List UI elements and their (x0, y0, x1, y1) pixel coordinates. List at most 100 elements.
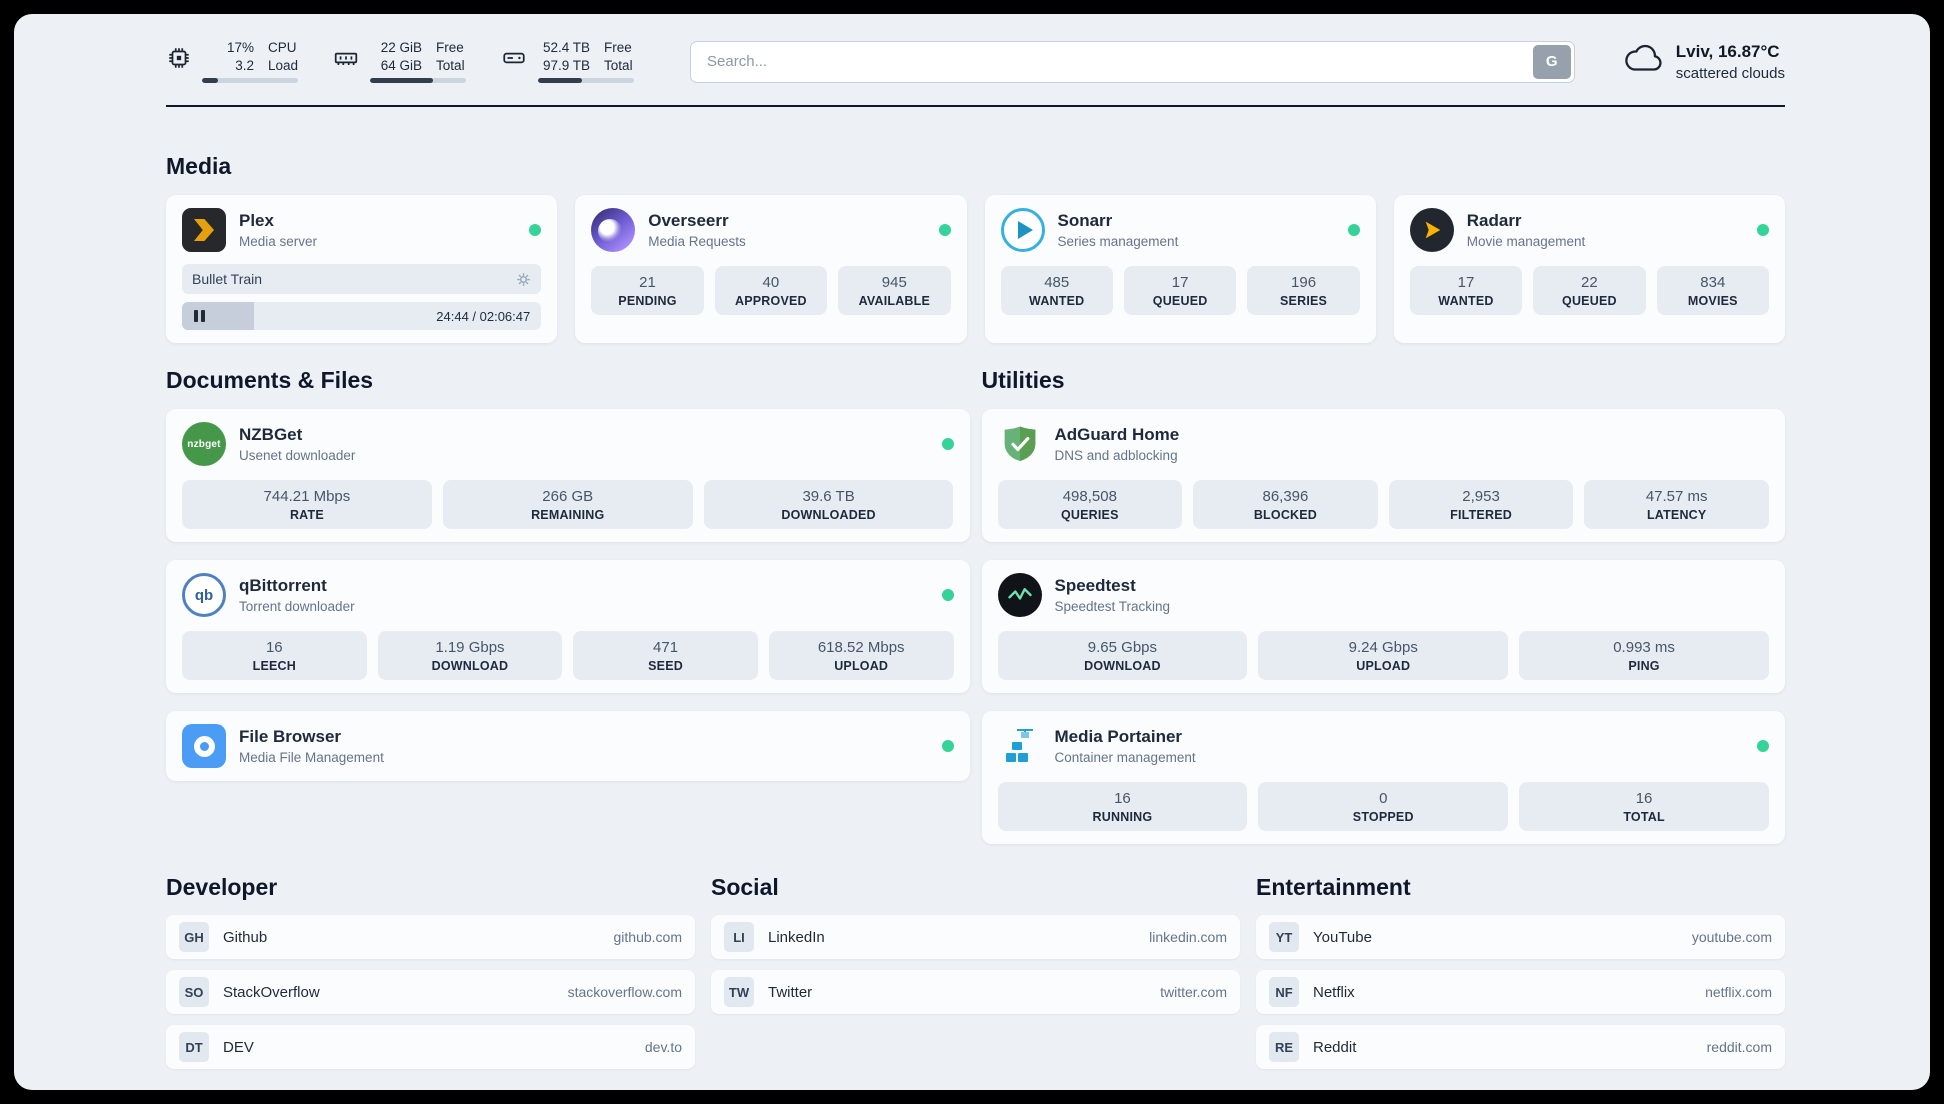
app-card-speedtest[interactable]: Speedtest Speedtest Tracking 9.65 Gbps D… (981, 560, 1785, 693)
app-subtitle: DNS and adblocking (1054, 448, 1178, 463)
app-name: Media Portainer (1054, 727, 1183, 746)
bookmark-youtube[interactable]: YT YouTube youtube.com (1256, 915, 1785, 959)
app-name: Sonarr (1057, 211, 1113, 230)
stat-tile: 21 PENDING (591, 266, 704, 315)
bookmark-netflix[interactable]: NF Netflix netflix.com (1256, 970, 1785, 1014)
linkedin-icon: LI (724, 922, 754, 952)
stat-tile: 498,508 QUERIES (997, 480, 1183, 529)
app-card-nzbget[interactable]: nzbget NZBGet Usenet downloader 744.21 M… (166, 409, 970, 542)
section-title-developer: Developer (166, 874, 278, 900)
app-subtitle: Torrent downloader (239, 599, 355, 614)
app-subtitle: Container management (1054, 750, 1196, 765)
radarr-icon (1409, 208, 1454, 252)
pause-icon[interactable] (192, 308, 207, 324)
app-name: File Browser (239, 727, 342, 746)
app-card-portainer[interactable]: Media Portainer Container management 16 … (981, 711, 1785, 844)
stackoverflow-icon: SO (179, 977, 209, 1007)
search-input[interactable] (694, 53, 1533, 70)
stat-tile: 744.21 Mbps RATE (182, 480, 432, 529)
filebrowser-icon (182, 724, 226, 768)
stat-tile: 40 APPROVED (714, 266, 828, 315)
app-card-plex[interactable]: Plex Media server Bullet Train (166, 195, 558, 343)
nzbget-icon: nzbget (182, 422, 226, 466)
stat-tile: 0 STOPPED (1258, 782, 1509, 831)
stat-tile: 1.19 Gbps DOWNLOAD (377, 631, 563, 680)
documents-column: Documents & Files nzbget NZBGet Usenet d… (166, 367, 970, 781)
bookmark-group-social: Social LI LinkedIn linkedin.com TW Twitt… (711, 874, 1240, 1080)
app-subtitle: Speedtest Tracking (1054, 599, 1171, 614)
stat-tile: 196 SERIES (1247, 266, 1360, 315)
gear-icon[interactable] (516, 272, 531, 287)
app-name: Overseerr (648, 211, 729, 230)
cpu-load-value: 3.2 (235, 58, 254, 73)
ram-total-value: 64 GiB (380, 58, 423, 73)
media-grid: Plex Media server Bullet Train (166, 195, 1785, 343)
playback-seek-bar[interactable]: 24:44 / 02:06:47 (182, 302, 542, 330)
cpu-percent: 17% (226, 40, 254, 55)
app-subtitle: Usenet downloader (239, 448, 356, 463)
plex-icon (182, 208, 226, 252)
portainer-icon (998, 724, 1042, 768)
weather-condition: scattered clouds (1675, 64, 1785, 82)
section-title-documents: Documents & Files (166, 367, 374, 393)
section-title-social: Social (711, 874, 779, 900)
status-dot (529, 224, 542, 236)
stat-tile: 16 LEECH (182, 631, 367, 680)
ram-free-label: Free (436, 40, 464, 55)
stat-tile: 266 GB REMAINING (442, 480, 693, 529)
cpu-icon (166, 45, 192, 71)
app-card-qbittorrent[interactable]: qb qBittorrent Torrent downloader 16 LEE… (166, 560, 970, 693)
youtube-icon: YT (1269, 922, 1299, 952)
stat-tile: 945 AVAILABLE (838, 266, 951, 315)
app-card-overseerr[interactable]: Overseerr Media Requests 21 PENDING 40 A… (575, 195, 967, 343)
app-card-filebrowser[interactable]: File Browser Media File Management (166, 711, 970, 781)
disk-free-value: 52.4 TB (543, 40, 591, 55)
now-playing-row: Bullet Train (182, 264, 542, 294)
qbittorrent-icon: qb (182, 573, 226, 617)
ram-icon (332, 45, 360, 71)
app-name: Plex (239, 211, 274, 230)
app-subtitle: Media File Management (239, 750, 384, 765)
disk-icon (500, 45, 528, 71)
sonarr-icon (1000, 208, 1045, 252)
app-subtitle: Media server (239, 234, 318, 249)
netflix-icon: NF (1269, 977, 1299, 1007)
bookmark-github[interactable]: GH Github github.com (166, 915, 695, 959)
stat-tile: 16 TOTAL (1519, 782, 1769, 831)
stat-tile: 471 SEED (573, 631, 758, 680)
app-name: NZBGet (239, 425, 303, 444)
status-dot (941, 438, 954, 450)
bookmark-reddit[interactable]: RE Reddit reddit.com (1256, 1025, 1785, 1069)
app-subtitle: Media Requests (648, 234, 746, 249)
stat-tile: 86,396 BLOCKED (1193, 480, 1378, 529)
disk-metric: 52.4 TB 97.9 TB Free Total (500, 40, 635, 83)
disk-total-label: Total (604, 58, 633, 73)
bookmark-stackoverflow[interactable]: SO StackOverflow stackoverflow.com (166, 970, 695, 1014)
stat-tile: 17 QUEUED (1123, 266, 1237, 315)
search-bar: G (690, 40, 1575, 83)
stat-tile: 618.52 Mbps UPLOAD (768, 631, 954, 680)
app-card-sonarr[interactable]: Sonarr Series management 485 WANTED 17 Q… (984, 195, 1376, 343)
bookmark-twitter[interactable]: TW Twitter twitter.com (711, 970, 1240, 1014)
cpu-label: CPU (268, 40, 297, 55)
status-dot (938, 224, 951, 236)
stat-tile: 485 WANTED (1000, 266, 1113, 315)
header-divider (166, 105, 1785, 107)
disk-free-label: Free (604, 40, 632, 55)
status-dot (1757, 740, 1769, 752)
dashboard-page: 17% 3.2 CPU Load (14, 14, 1930, 1090)
app-subtitle: Series management (1057, 234, 1179, 249)
stat-tile: 17 WANTED (1409, 266, 1523, 315)
search-engine-button[interactable]: G (1532, 44, 1571, 79)
weather-location: Lviv, 16.87°C (1675, 41, 1780, 61)
bookmark-dev[interactable]: DT DEV dev.to (166, 1025, 695, 1069)
stat-tile: 9.65 Gbps DOWNLOAD (997, 631, 1248, 680)
section-title-media: Media (166, 153, 232, 179)
status-dot (1757, 224, 1769, 236)
app-subtitle: Movie management (1466, 234, 1586, 249)
app-card-radarr[interactable]: Radarr Movie management 17 WANTED 22 QUE… (1393, 195, 1785, 343)
app-card-adguard[interactable]: AdGuard Home DNS and adblocking 498,508 … (981, 409, 1785, 542)
disk-total-value: 97.9 TB (543, 58, 591, 73)
ram-progress-bar (370, 78, 467, 83)
bookmark-linkedin[interactable]: LI LinkedIn linkedin.com (711, 915, 1240, 959)
